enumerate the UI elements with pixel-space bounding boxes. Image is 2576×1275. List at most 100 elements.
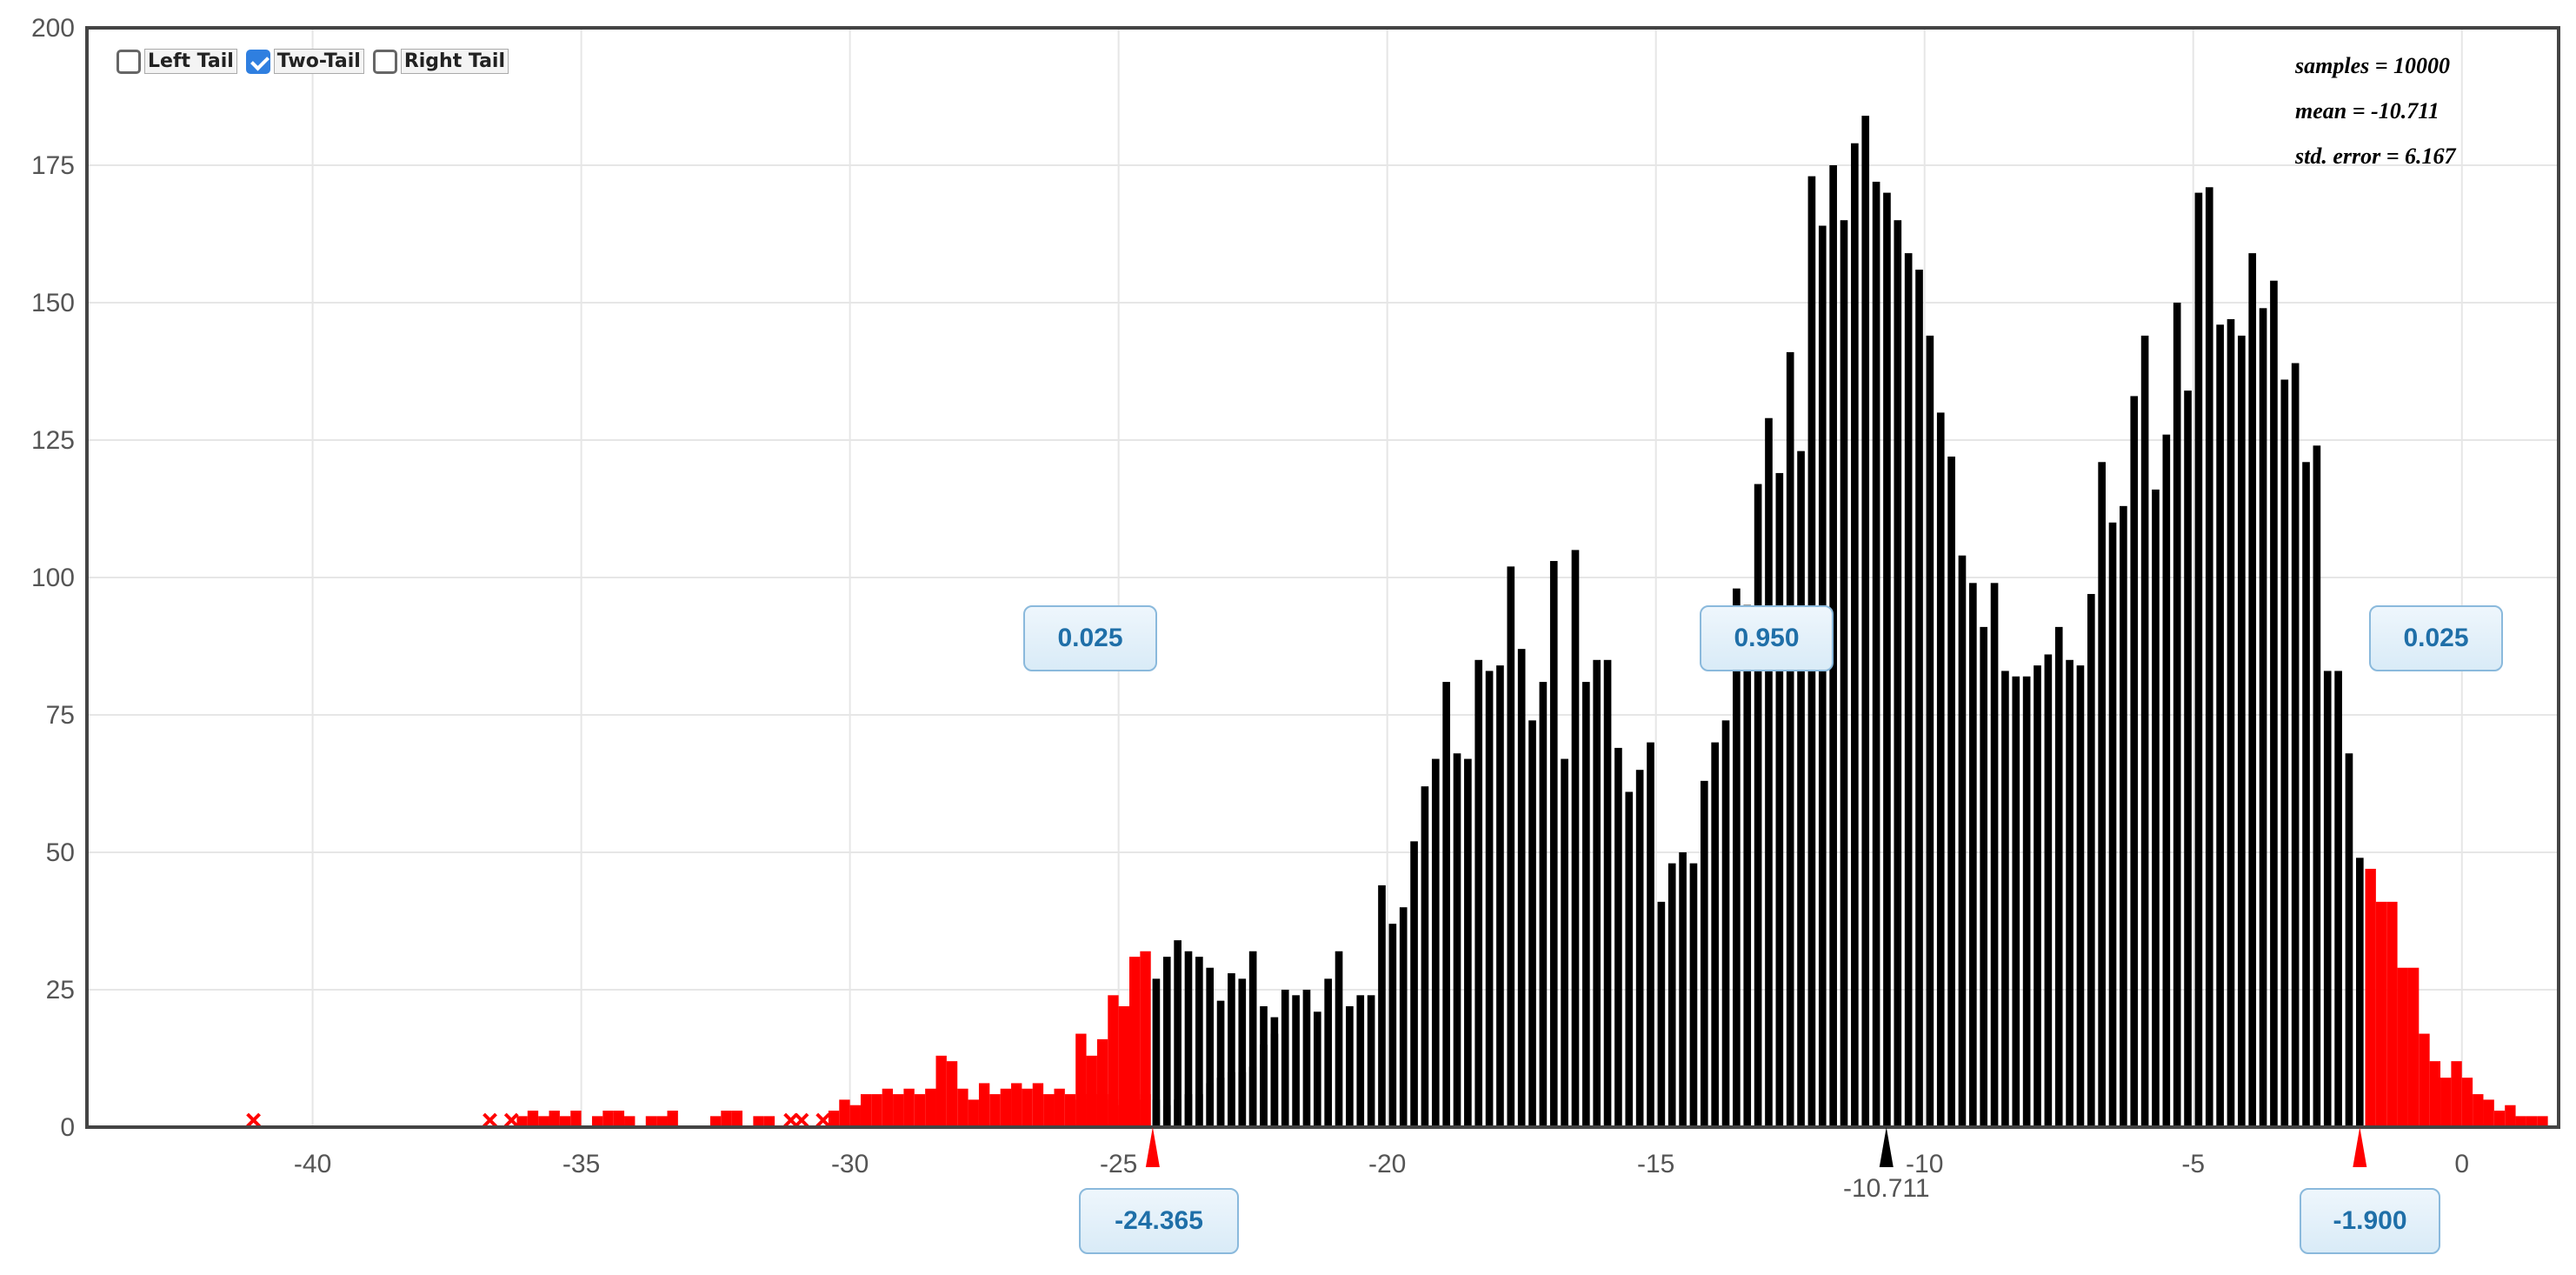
- tail-bar: [709, 1116, 722, 1127]
- right-tail-option[interactable]: Right Tail: [372, 49, 509, 74]
- histogram-bar: [2291, 363, 2300, 1127]
- tail-bar: [559, 1116, 571, 1127]
- histogram-bar: [1162, 957, 1171, 1127]
- middle-proportion-bubble[interactable]: 0.950: [1700, 605, 1834, 671]
- two-tail-option[interactable]: Two-Tail: [245, 49, 364, 74]
- tail-bar: [1011, 1083, 1022, 1127]
- histogram-bar: [2323, 671, 2332, 1127]
- histogram-bar: [2087, 593, 2095, 1127]
- tail-outlier-stroke: [503, 1112, 519, 1128]
- histogram-bar: [1635, 770, 1644, 1127]
- histogram-bar: [1733, 588, 1741, 1127]
- tail-bar: [2397, 967, 2408, 1127]
- cutoff-markers: -10.711: [1145, 1127, 2367, 1203]
- stat-mean: mean = -10.711: [2295, 98, 2440, 123]
- histogram-bar: [2120, 505, 2127, 1127]
- tail-outlier-mark: [794, 1112, 809, 1128]
- histogram-bar: [2034, 665, 2041, 1127]
- right-cutoff-bubble[interactable]: -1.900: [2300, 1188, 2440, 1254]
- tail-controls: Left Tail Two-Tail Right Tail: [116, 49, 517, 74]
- x-tick-label: -10: [1906, 1150, 1943, 1178]
- histogram-bar: [1969, 583, 1977, 1127]
- histogram-bar: [2280, 379, 2289, 1128]
- tail-bar: [1054, 1088, 1065, 1127]
- axis-ticks: -40 -35 -30 -25 -20 -15 -10 -5 0 0 25 50 75 100 125 150…: [31, 14, 2469, 1178]
- histogram-bar: [1926, 335, 1934, 1127]
- histogram-bar: [1980, 626, 1988, 1127]
- x-tick-label: -35: [562, 1150, 600, 1178]
- tail-bar: [549, 1111, 560, 1127]
- left-tail-label[interactable]: Left Tail: [144, 49, 237, 74]
- tail-bar: [860, 1094, 872, 1127]
- histogram-bar: [1861, 116, 1870, 1127]
- tail-bar: [1043, 1094, 1055, 1127]
- histogram-bar: [1582, 682, 1590, 1127]
- histogram-bar: [1958, 555, 1967, 1127]
- histogram-bar: [1818, 225, 1827, 1127]
- histogram-bar: [1603, 659, 1612, 1127]
- histogram-bar: [1990, 583, 1999, 1127]
- histogram-bar: [2066, 659, 2073, 1127]
- histogram-bar: [2238, 335, 2246, 1127]
- tail-bar: [2365, 868, 2376, 1127]
- histogram-bar: [2012, 676, 2020, 1127]
- tail-bar: [2407, 967, 2420, 1127]
- histogram-bar: [1721, 720, 1730, 1127]
- histogram-bar: [1915, 270, 1923, 1128]
- histogram-bar: [1593, 659, 1601, 1127]
- left-tail-option[interactable]: Left Tail: [116, 49, 237, 74]
- histogram-bar: [1335, 951, 1343, 1127]
- tail-bar: [882, 1088, 894, 1127]
- tail-bar: [1000, 1088, 1012, 1127]
- tail-bar: [1086, 1055, 1097, 1127]
- x-tick-label: 0: [2454, 1150, 2469, 1178]
- histogram-bar: [1474, 659, 1483, 1127]
- histogram-bar: [2248, 253, 2257, 1127]
- histogram-bar: [1228, 973, 1235, 1127]
- tail-bar: [1129, 957, 1141, 1127]
- tail-outlier-stroke: [783, 1112, 799, 1128]
- y-tick-label: 200: [31, 14, 75, 43]
- histogram-bar: [1453, 753, 1461, 1127]
- tail-bar: [753, 1116, 764, 1127]
- tail-bar: [2515, 1116, 2526, 1127]
- tail-bar: [602, 1111, 614, 1127]
- right-tail-checkbox[interactable]: [372, 49, 397, 74]
- tail-bar: [2537, 1116, 2548, 1127]
- tail-outlier-stroke: [794, 1112, 809, 1128]
- histogram-bar: [1302, 990, 1311, 1127]
- histogram-bar: [1667, 863, 1676, 1127]
- histogram-bar: [1679, 852, 1687, 1127]
- two-tail-checkbox[interactable]: [245, 49, 270, 74]
- histogram-bar: [1216, 1000, 1225, 1127]
- tail-outlier-stroke: [246, 1112, 262, 1128]
- histogram-bar: [2044, 654, 2053, 1127]
- histogram-bar: [1442, 682, 1450, 1127]
- right-tail-label[interactable]: Right Tail: [400, 49, 509, 74]
- histogram-bar: [1614, 747, 1622, 1127]
- tail-bar: [2505, 1105, 2516, 1127]
- tail-bar: [925, 1088, 936, 1127]
- tail-bar: [1118, 1005, 1130, 1127]
- tail-bar: [1096, 1038, 1108, 1127]
- tail-bar: [656, 1116, 668, 1127]
- left-proportion-bubble[interactable]: 0.025: [1023, 605, 1157, 671]
- histogram-bar: [1797, 451, 1805, 1127]
- two-tail-label[interactable]: Two-Tail: [273, 49, 364, 74]
- histogram-bar: [1571, 550, 1580, 1127]
- tail-bar: [914, 1094, 926, 1127]
- tail-bar: [871, 1094, 882, 1127]
- tail-bar: [2473, 1094, 2484, 1127]
- tail-outlier-stroke: [815, 1112, 831, 1128]
- right-proportion-bubble[interactable]: 0.025: [2369, 605, 2503, 671]
- left-tail-checkbox[interactable]: [116, 49, 141, 74]
- histogram-bar: [2162, 434, 2171, 1127]
- histogram-bar: [1851, 143, 1859, 1128]
- tail-bar: [2429, 1061, 2441, 1127]
- histogram-bar: [1324, 978, 1333, 1127]
- histogram-bar: [2140, 335, 2149, 1127]
- tail-outlier-mark: [246, 1112, 262, 1128]
- tail-bar: [2375, 901, 2387, 1127]
- left-cutoff-bubble[interactable]: -24.365: [1079, 1188, 1239, 1254]
- histogram-bar: [2130, 396, 2139, 1127]
